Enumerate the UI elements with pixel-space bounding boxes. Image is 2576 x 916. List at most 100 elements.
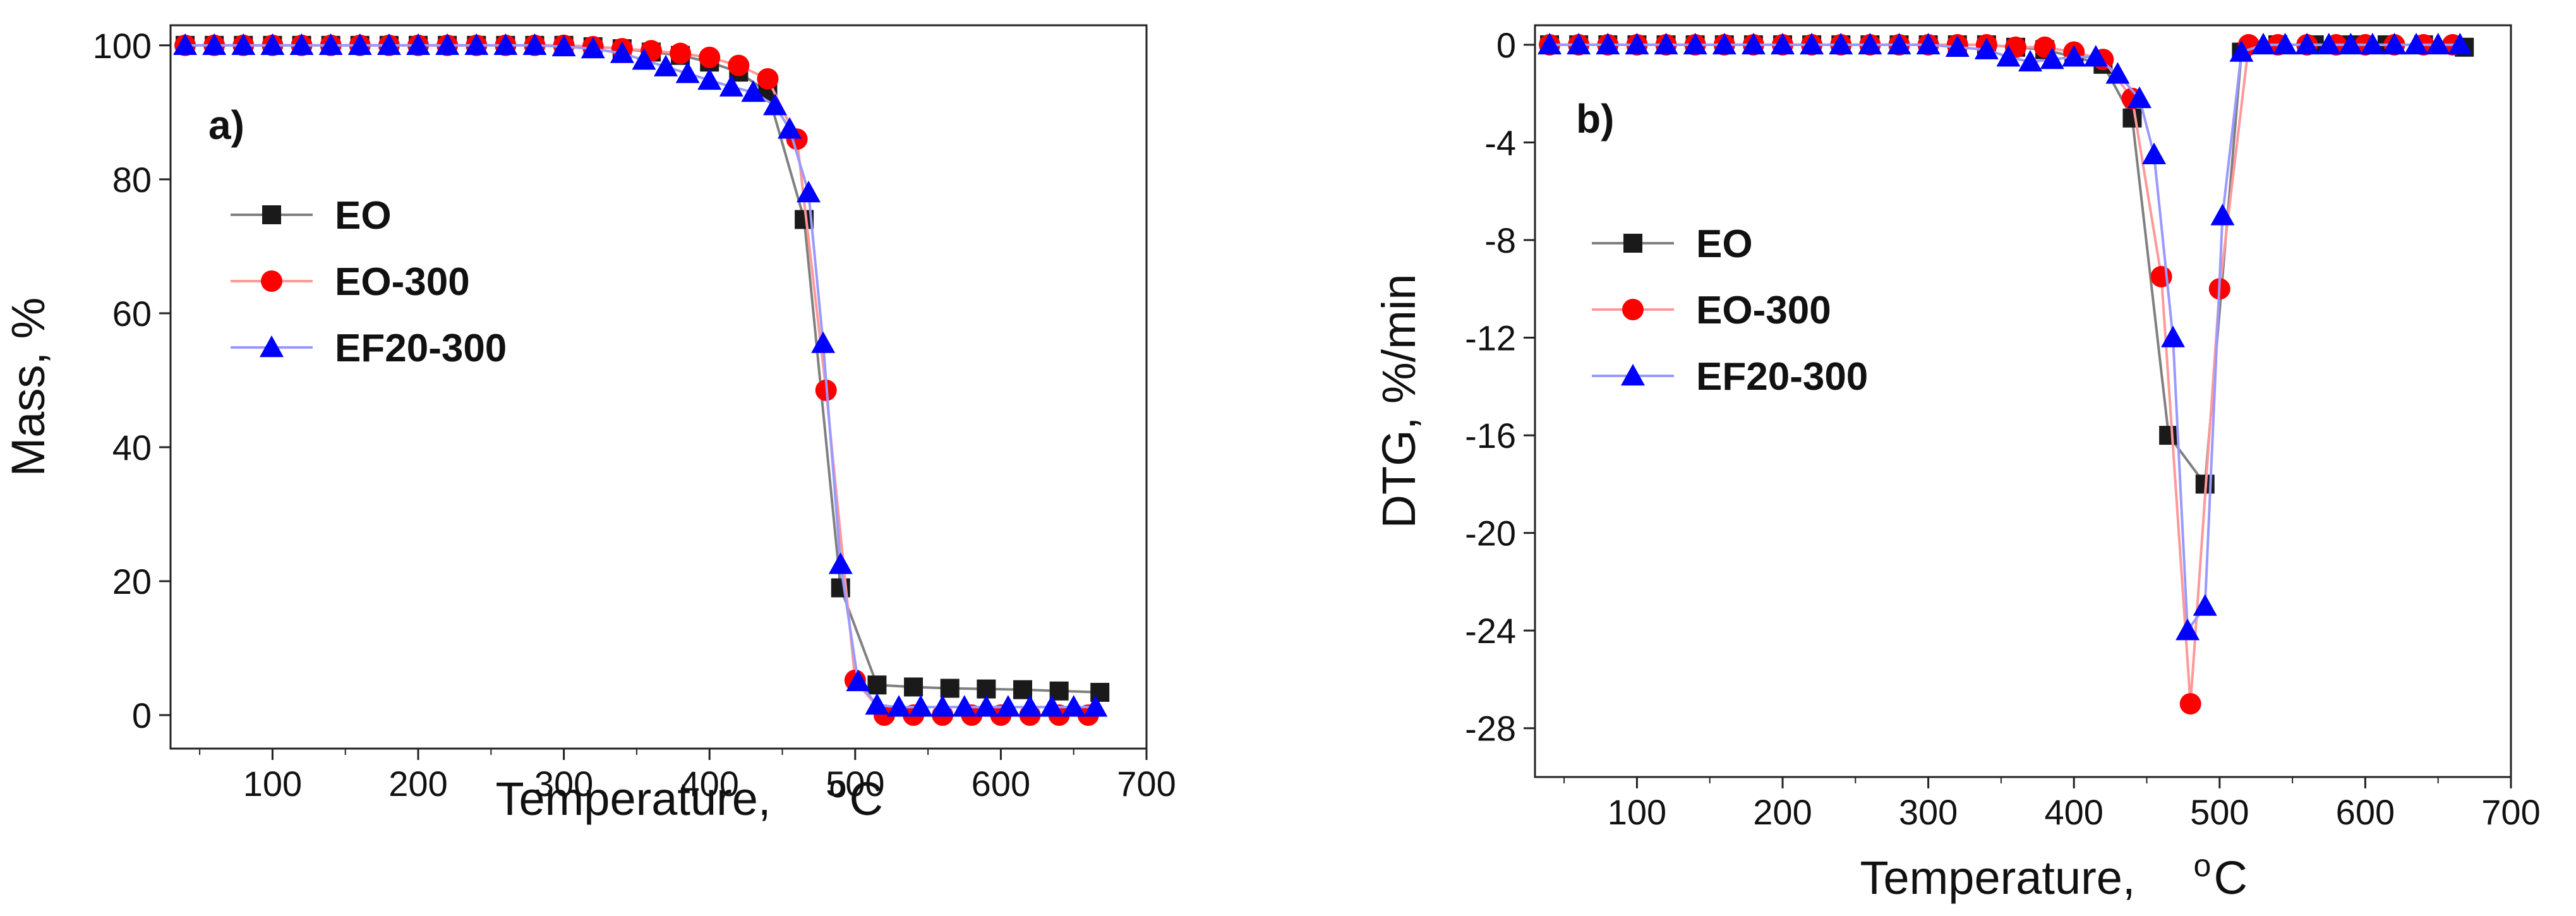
series-eo [1540,35,2474,494]
data-point [675,61,700,83]
data-point [904,677,924,697]
data-point [289,33,314,56]
data-point [1083,695,1108,717]
data-point [1625,32,1649,55]
data-point [2122,108,2142,128]
data-point [435,33,460,56]
data-point [2179,693,2201,715]
series-eo-300 [1539,33,2464,715]
data-point [654,54,678,76]
y-tick-label: 20 [112,562,152,601]
data-point [1712,32,1736,55]
legend-marker [262,205,281,224]
y-tick-label: 100 [93,26,152,66]
data-point [1916,32,1941,55]
data-point [522,33,547,56]
data-point [318,33,343,56]
plot-frame [169,24,1148,750]
data-point [493,33,518,56]
data-point [828,552,853,574]
data-point [697,68,722,90]
data-point [2338,32,2363,55]
data-point [464,33,489,56]
data-point [2382,32,2407,55]
y-tick-label: 40 [112,428,152,467]
series-line [1550,43,2465,488]
x-tick-label: 400 [680,764,738,804]
y-tick-label: -20 [1465,514,1516,553]
data-point [581,37,605,59]
series-ef20-300 [173,33,1108,717]
data-point [811,331,836,353]
data-point [2040,47,2064,69]
data-point [930,695,955,717]
data-point [741,80,766,102]
x-tick-label: 200 [388,764,447,804]
data-point [974,695,999,717]
data-point [940,678,960,698]
x-tick-label: 600 [2336,792,2395,832]
y-tick-label: 0 [1496,25,1516,65]
data-point [2083,45,2108,67]
legend-label: EO [335,194,392,238]
data-point [1018,695,1042,717]
y-tick-label: -12 [1465,318,1516,358]
data-point [2426,32,2450,55]
data-point [699,46,721,68]
x-axis-unit-degree: o [829,769,847,804]
legend-label: EO [1696,222,1753,266]
x-tick-label: 700 [1117,764,1176,804]
legend-marker [1621,364,1645,386]
data-point [260,33,285,56]
data-point [1996,45,2021,67]
data-point [2251,32,2275,55]
data-point [1090,682,1110,702]
data-point [2316,32,2341,55]
data-point [778,117,802,139]
data-point [2210,203,2235,226]
data-point [2295,32,2320,55]
y-tick-label: -24 [1465,611,1516,651]
x-axis-unit: C [2214,852,2248,904]
data-point [1061,695,1086,717]
data-point [908,695,933,717]
series-line [185,44,1096,709]
data-point [610,41,634,63]
data-point [347,33,372,56]
data-point [886,695,911,717]
x-tick-label: 200 [1753,792,1812,832]
data-point [231,33,256,56]
chart-panel-b: 100 200 300 400 500 600 700 0 -4 -8 -12 -16 -20 -24 -2… [1373,24,2541,904]
data-point [1858,32,1882,55]
panel-label: a) [208,102,244,148]
data-point [2229,40,2254,62]
data-point [1771,32,1795,55]
data-point [1800,32,1824,55]
data-point [1596,32,1620,55]
data-point [173,33,198,56]
x-tick-label: 300 [1899,792,1958,832]
y-tick-label: -8 [1484,220,1516,260]
data-point [1654,32,1678,55]
data-point [719,75,743,97]
data-point [2142,142,2167,164]
y-axis-title: Mass, % [2,298,54,477]
data-point [406,33,431,56]
data-point [728,54,750,76]
legend-label: EO-300 [335,260,470,304]
data-point [1741,32,1766,55]
data-point [865,693,889,715]
series-ef20-300 [1538,32,2472,641]
legend-marker [1622,299,1644,320]
data-point [202,33,227,56]
x-tick-label: 400 [2044,792,2103,832]
x-tick-label: 300 [534,764,593,804]
chart-panel-a: 100 200 300 400 500 600 700 0 20 40 60 80 100 Tempera… [2,24,1176,825]
data-point [2159,426,2179,445]
x-tick-label: 600 [972,764,1030,804]
data-point [2176,618,2200,641]
legend: EO EO-300 EF20-300 [1592,222,1868,399]
series-line [185,44,1088,716]
y-axis-title: DTG, %/min [1373,274,1425,529]
